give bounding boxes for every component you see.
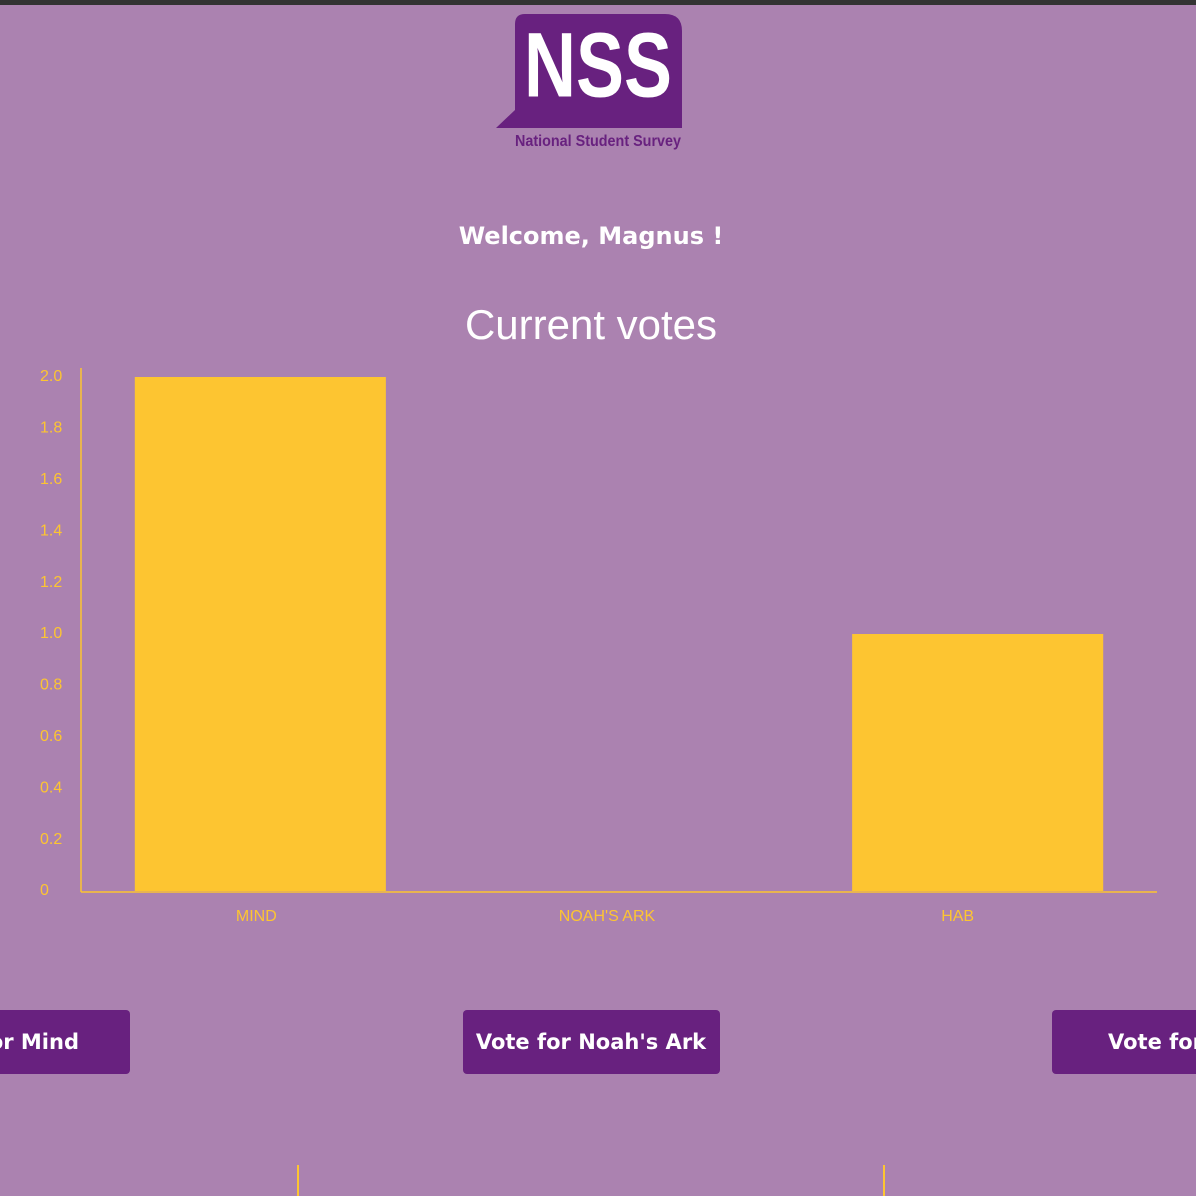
y-tick-label: 0.4 bbox=[40, 779, 62, 796]
bar bbox=[134, 377, 386, 891]
y-tick-label: 1.2 bbox=[40, 574, 62, 591]
y-tick-label: 2.0 bbox=[40, 368, 62, 385]
y-tick-label: 1.0 bbox=[40, 625, 62, 642]
y-tick-label: 0.8 bbox=[40, 677, 62, 694]
y-tick-label: 0 bbox=[40, 882, 49, 899]
top-border bbox=[0, 0, 1196, 5]
button-bg[interactable] bbox=[463, 1010, 720, 1074]
button-label[interactable]: Vote for bbox=[1108, 1030, 1196, 1054]
y-tick-label: 1.6 bbox=[40, 471, 62, 488]
bar bbox=[852, 634, 1104, 891]
x-tick-label: NOAH'S ARK bbox=[559, 908, 656, 925]
chart-title: Current votes bbox=[465, 301, 717, 348]
vote-button[interactable]: or Mind bbox=[0, 1010, 130, 1074]
y-tick-label: 0.2 bbox=[40, 831, 62, 848]
button-bg[interactable] bbox=[0, 1010, 130, 1074]
y-tick-label: 1.4 bbox=[40, 522, 62, 539]
y-tick-label: 1.8 bbox=[40, 420, 62, 437]
button-label[interactable]: or Mind bbox=[0, 1030, 79, 1054]
button-bg[interactable] bbox=[1052, 1010, 1196, 1074]
button-label[interactable]: Vote for Noah's Ark bbox=[476, 1030, 707, 1054]
x-tick-label: HAB bbox=[941, 908, 974, 925]
vote-button[interactable]: Vote for bbox=[1052, 1010, 1196, 1074]
vote-button[interactable]: Vote for Noah's Ark bbox=[463, 1010, 720, 1074]
y-tick-label: 0.6 bbox=[40, 728, 62, 745]
logo-caption: National Student Survey bbox=[515, 133, 681, 150]
x-tick-label: MIND bbox=[236, 908, 277, 925]
logo-mark: NSS bbox=[524, 14, 672, 116]
welcome-text: Welcome, Magnus ! bbox=[459, 222, 724, 250]
logo-badge bbox=[496, 14, 682, 128]
